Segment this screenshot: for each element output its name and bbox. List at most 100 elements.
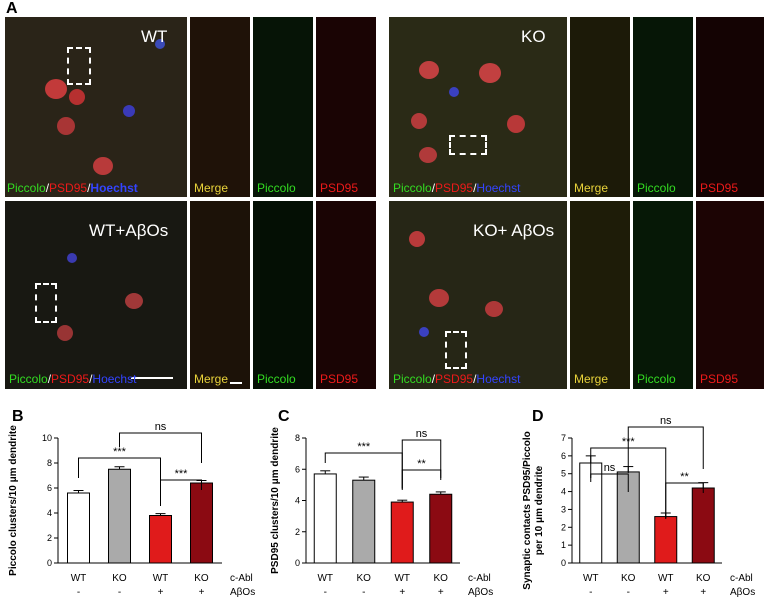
micrograph-wt-merge: Merge: [190, 17, 250, 197]
inset-box: [449, 135, 487, 155]
chart-d: 0 1 2 3 4 5 6 7 Synaptic contacts PSD95/Piccolo p…: [522, 415, 755, 598]
condition-label-ko-abos: KO+ AβOs: [473, 221, 555, 240]
significance-bracket: [401, 439, 442, 490]
panel-c-letter: C: [278, 408, 290, 425]
bar: [429, 493, 453, 564]
micrograph-ko-abos-psd95: PSD95: [696, 201, 764, 389]
micrograph-ko-psd95: PSD95: [696, 17, 764, 197]
channel-legend: Piccolo/PSD95/Hoechst: [393, 181, 521, 195]
chart-c: 0 2 4 6 8 PSD95 clusters/10 μm dendrite WT - KO -…: [270, 427, 493, 598]
channel-legend: Piccolo/PSD95/Hoechst: [7, 181, 138, 195]
bar: [390, 501, 414, 564]
significance-label: ns: [660, 415, 672, 427]
piccolo-label: Piccolo: [637, 372, 676, 386]
condition-label-ko: KO: [521, 27, 546, 46]
y-tick-label: 4: [561, 487, 566, 497]
bar: [691, 487, 715, 564]
merge-label: Merge: [194, 372, 229, 386]
x-category-label: WT: [658, 573, 674, 584]
significance-label: ***: [357, 441, 371, 453]
micrograph-wt-abos-psd95: PSD95: [316, 201, 376, 389]
psd95-label: PSD95: [320, 372, 359, 386]
y-tick-label: 0: [561, 558, 566, 568]
bar: [108, 468, 131, 564]
significance-bracket: [160, 479, 202, 506]
y-tick-label: 8: [47, 458, 52, 468]
micrograph-ko-piccolo: Piccolo: [633, 17, 693, 197]
x-category-label: WT: [153, 573, 169, 584]
significance-label: ns: [155, 421, 167, 433]
inset-box: [35, 283, 57, 323]
y-tick-label: 1: [561, 540, 566, 550]
panel-a-letter: A: [6, 0, 18, 17]
significance-label: ***: [113, 446, 127, 458]
y-tick-label: 2: [295, 527, 300, 537]
significance-bracket: [627, 426, 704, 473]
piccolo-label: Piccolo: [257, 181, 296, 195]
micrograph-ko-abos-overview: KO+ AβOs Piccolo/PSD95/Hoechst: [389, 201, 567, 389]
bar: [352, 479, 376, 564]
psd95-label: PSD95: [320, 181, 359, 195]
significance-bracket: [665, 482, 704, 519]
row-label-abos: AβOs: [468, 587, 493, 598]
abos-sign: -: [324, 587, 327, 598]
y-tick-label: 6: [47, 483, 52, 493]
micrograph-ko-abos-piccolo: Piccolo: [633, 201, 693, 389]
chart-b: 0 2 4 6 8 10 Piccolo clusters/10 μm dendrite WT…: [8, 421, 255, 598]
abos-sign: -: [118, 587, 121, 598]
y-axis-label: Synaptic contacts PSD95/Piccolo: [522, 431, 533, 589]
micrograph-wt-abos-overview: WT+AβOs Piccolo/PSD95/Hoechst: [5, 201, 187, 389]
row-label-cabl: c-Abl: [468, 573, 491, 584]
row-label-cabl: c-Abl: [730, 573, 753, 584]
y-tick-label: 6: [561, 451, 566, 461]
abos-sign: -: [627, 587, 630, 598]
micrograph-ko-abos-merge: Merge: [570, 201, 630, 389]
y-tick-label: 8: [295, 433, 300, 443]
y-axis-label: Piccolo clusters/10 μm dendrite: [8, 425, 19, 576]
abos-sign: +: [199, 587, 205, 598]
inset-box: [445, 331, 467, 369]
bar: [190, 482, 213, 564]
significance-label: ***: [175, 468, 189, 480]
y-tick-label: 5: [561, 469, 566, 479]
abos-sign: +: [663, 587, 669, 598]
significance-label: **: [680, 471, 689, 483]
x-category-label: KO: [434, 573, 449, 584]
y-axis-label: PSD95 clusters/10 μm dendrite: [270, 427, 281, 574]
significance-label: ns: [416, 428, 428, 440]
bar: [654, 516, 678, 564]
y-tick-label: 0: [295, 558, 300, 568]
y-axis-label: per 10 μm dendrite: [534, 465, 545, 555]
psd95-label: PSD95: [700, 372, 739, 386]
scale-bar: [230, 382, 242, 384]
panel-d-letter: D: [532, 408, 544, 425]
micrograph-wt-abos-merge: Merge: [190, 201, 250, 389]
significance-bracket: [401, 469, 442, 488]
merge-label: Merge: [574, 181, 609, 195]
x-category-label: KO: [112, 573, 127, 584]
x-category-label: KO: [357, 573, 372, 584]
x-category-label: KO: [621, 573, 636, 584]
piccolo-label: Piccolo: [257, 372, 296, 386]
y-tick-label: 2: [47, 533, 52, 543]
abos-sign: -: [589, 587, 592, 598]
micrograph-wt-abos-piccolo: Piccolo: [253, 201, 313, 389]
x-category-label: KO: [696, 573, 711, 584]
y-tick-label: 6: [295, 464, 300, 474]
channel-legend: Piccolo/PSD95/Hoechst: [9, 372, 137, 386]
significance-bracket: [119, 432, 202, 463]
micrograph-ko-overview: KO Piccolo/PSD95/Hoechst: [389, 17, 567, 197]
channel-legend: Piccolo/PSD95/Hoechst: [393, 372, 521, 386]
psd95-label: PSD95: [700, 181, 739, 195]
piccolo-label: Piccolo: [637, 181, 676, 195]
y-tick-label: 0: [47, 558, 52, 568]
inset-box: [67, 47, 91, 85]
bar: [149, 515, 172, 564]
merge-label: Merge: [574, 372, 609, 386]
merge-label: Merge: [194, 181, 229, 195]
y-tick-label: 3: [561, 504, 566, 514]
condition-label-wt: WT: [141, 27, 168, 46]
y-tick-label: 2: [561, 522, 566, 532]
abos-sign: -: [362, 587, 365, 598]
x-category-label: WT: [71, 573, 87, 584]
